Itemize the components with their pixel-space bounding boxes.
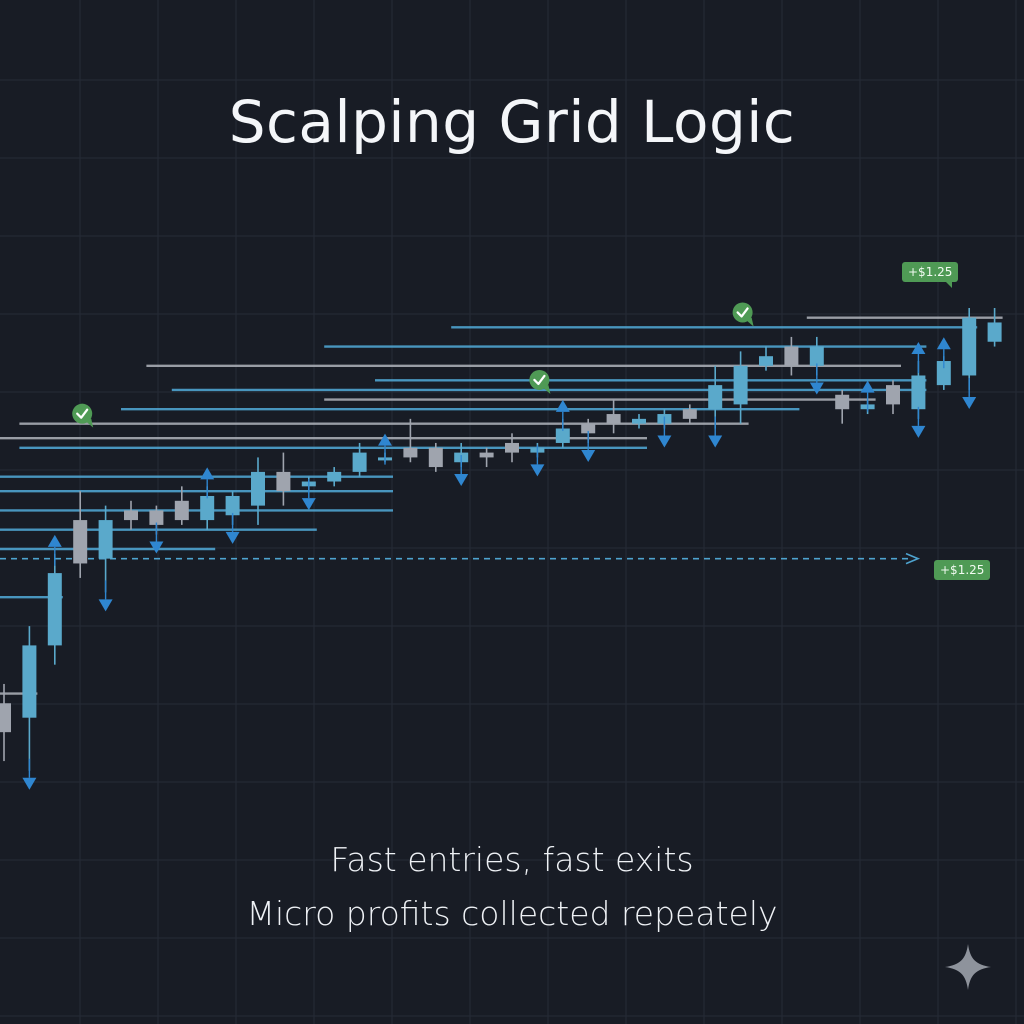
signal-arrows xyxy=(22,337,977,790)
check-mark xyxy=(736,307,749,318)
check-bubble-tail xyxy=(86,418,94,428)
candle-body xyxy=(174,500,189,521)
triangle-down-icon xyxy=(22,777,37,790)
caption-line-2: Micro profits collected repeately xyxy=(246,894,778,933)
check-bubble-tail xyxy=(543,384,551,394)
candle-body xyxy=(505,442,519,453)
candle-body xyxy=(759,356,773,366)
candle-body xyxy=(632,418,646,424)
candle-body xyxy=(987,322,1002,342)
candle-body xyxy=(276,471,291,492)
candle-body xyxy=(886,385,900,405)
triangle-up-icon xyxy=(860,380,875,393)
entry-checks xyxy=(72,302,754,428)
triangle-down-icon xyxy=(149,541,164,554)
candle-body xyxy=(0,703,11,733)
candle-body xyxy=(606,414,621,424)
candle-body xyxy=(124,510,138,521)
triangle-up-icon xyxy=(47,534,62,547)
candle-body xyxy=(479,452,494,458)
candle-body xyxy=(809,346,824,366)
candle-body xyxy=(581,423,596,434)
check-mark xyxy=(533,374,546,386)
triangle-up-icon xyxy=(555,399,570,412)
candle-body xyxy=(403,447,418,458)
candle-body xyxy=(22,645,37,718)
candle-body xyxy=(73,520,88,564)
candle-body xyxy=(708,385,723,410)
candles xyxy=(0,308,1002,771)
triangle-down-icon xyxy=(708,435,723,448)
triangle-down-icon xyxy=(301,498,316,511)
candle-body xyxy=(682,409,697,419)
candle-body xyxy=(936,361,951,386)
profit-badge-top: +$1.25 xyxy=(902,262,959,288)
check-mark xyxy=(76,408,89,419)
sparkle-icon xyxy=(945,944,991,990)
page-title: Scalping Grid Logic xyxy=(228,88,796,156)
candle-body xyxy=(251,471,265,506)
candle-body xyxy=(835,394,850,410)
profit-badge-mid: +$1.25 xyxy=(934,560,991,580)
triangle-up-icon xyxy=(911,342,926,355)
candle-body xyxy=(733,365,748,405)
dashed-line-arrowhead xyxy=(905,552,921,565)
candle-body xyxy=(784,346,799,366)
triangle-up-icon xyxy=(378,433,392,446)
triangle-down-icon xyxy=(809,382,824,395)
triangle-down-icon xyxy=(98,599,113,612)
candle-body xyxy=(962,317,977,376)
triangle-down-icon xyxy=(911,425,926,438)
triangle-down-icon xyxy=(225,531,240,544)
triangle-down-icon xyxy=(581,449,596,462)
candle-body xyxy=(149,510,164,525)
candle-body xyxy=(352,452,367,472)
triangle-down-icon xyxy=(657,435,672,448)
candle-body xyxy=(98,520,113,559)
caption-line-1: Fast entries, fast exits xyxy=(330,840,694,879)
triangle-down-icon xyxy=(454,474,469,487)
candle-body xyxy=(327,471,342,482)
candle-body xyxy=(225,495,240,516)
candle-body xyxy=(911,375,926,410)
candle-body xyxy=(200,495,215,521)
triangle-down-icon xyxy=(962,396,977,409)
candle-body xyxy=(555,428,570,443)
triangle-up-icon xyxy=(200,467,215,480)
triangle-down-icon xyxy=(530,464,545,477)
grid-levels xyxy=(0,316,1003,695)
triangle-up-icon xyxy=(936,337,951,350)
candle-body xyxy=(428,447,443,468)
candle-body xyxy=(47,573,62,646)
check-bubble-tail xyxy=(746,317,754,327)
